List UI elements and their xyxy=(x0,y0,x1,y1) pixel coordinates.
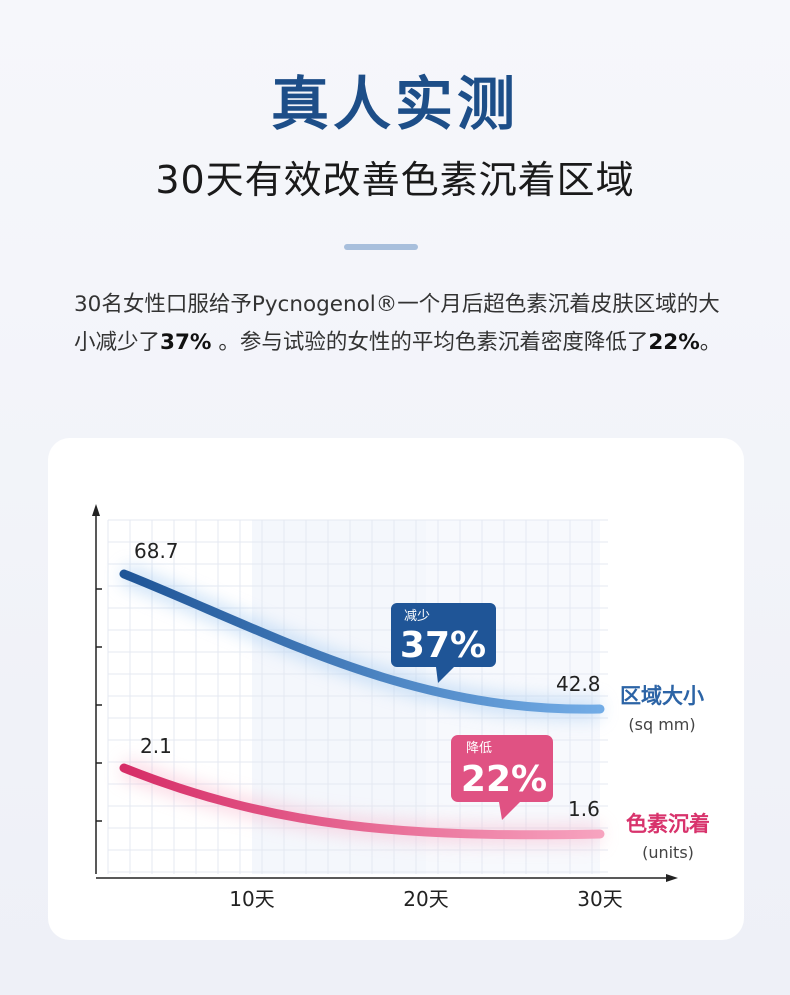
series-line-area-size xyxy=(119,569,605,714)
badge-decrease-value: 22% xyxy=(461,759,547,800)
badge-decrease-title: 降低 xyxy=(466,741,492,756)
description-part1: 30名女性口服给予Pycnogenol®一个月后超色素沉着皮肤区域的大小减少了 xyxy=(74,292,720,355)
badge-reduction: 减少 37% xyxy=(391,603,496,683)
line-chart: 68.7 42.8 2.1 1.6 区域大小 (sq mm) 色素沉着 (uni… xyxy=(92,504,710,911)
legend-area-size-unit: (sq mm) xyxy=(628,715,695,734)
x-axis-arrow xyxy=(666,874,678,882)
chart-axes xyxy=(92,504,678,882)
series-1-start-label: 68.7 xyxy=(134,539,179,563)
title-divider xyxy=(344,244,418,250)
series-2-start-label: 2.1 xyxy=(140,734,172,758)
y-axis-ticks xyxy=(96,588,102,822)
legend-pigmentation-unit: (units) xyxy=(642,843,694,862)
page-subtitle: 30天有效改善色素沉着区域 xyxy=(155,158,635,202)
chart-card: 68.7 42.8 2.1 1.6 区域大小 (sq mm) 色素沉着 (uni… xyxy=(48,438,744,940)
series-line-pigmentation xyxy=(119,763,605,840)
x-axis-tick-labels: 10天 20天 30天 xyxy=(229,887,622,911)
legend-pigmentation: 色素沉着 xyxy=(626,812,710,836)
series-2-end-label: 1.6 xyxy=(568,797,600,821)
legend-area-size: 区域大小 xyxy=(620,684,704,708)
description-paragraph: 30名女性口服给予Pycnogenol®一个月后超色素沉着皮肤区域的大小减少了3… xyxy=(74,286,724,362)
x-tick-label-20: 20天 xyxy=(403,887,448,911)
x-tick-label-10: 10天 xyxy=(229,887,274,911)
badge-decrease: 降低 22% xyxy=(451,735,553,820)
y-axis-arrow xyxy=(92,504,100,516)
description-part3: 。 xyxy=(699,330,722,355)
badge-reduction-title: 减少 xyxy=(404,609,430,624)
badge-reduction-value: 37% xyxy=(400,625,486,666)
series-1-end-label: 42.8 xyxy=(556,672,601,696)
x-tick-label-30: 30天 xyxy=(577,887,622,911)
description-part2: 。参与试验的女性的平均色素沉着密度降低了 xyxy=(211,330,649,355)
page-title: 真人实测 xyxy=(270,70,519,138)
description-value2: 22% xyxy=(648,330,700,355)
description-value1: 37% xyxy=(160,330,212,355)
